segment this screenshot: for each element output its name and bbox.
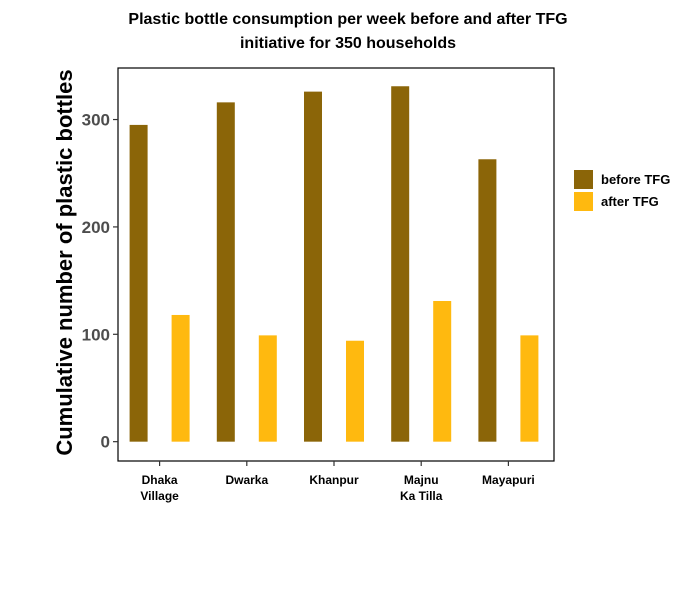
x-axis: Dhaka Village Dwarka Khanpur Majnu Ka Tilla Ma…	[140, 461, 535, 503]
bar-after	[258, 335, 277, 442]
y-axis: 0 100 200 300 Cumulative number of plastic b…	[52, 69, 118, 456]
y-tick-label: 100	[82, 325, 110, 344]
bar-before	[216, 102, 235, 442]
chart-title-line: initiative for 350 households	[240, 35, 456, 52]
bar-before	[129, 124, 148, 442]
legend-label: before TFG	[601, 172, 670, 187]
legend: before TFG after TFG	[574, 170, 670, 211]
chart-title-line: Plastic bottle consumption per week befo…	[128, 11, 567, 28]
bar-after	[171, 314, 190, 442]
bars-group	[129, 86, 539, 442]
bar-after	[346, 340, 364, 442]
bar-before	[478, 159, 497, 442]
legend-swatch	[574, 192, 593, 211]
bar-before	[304, 91, 322, 442]
x-tick-label: Khanpur	[309, 473, 359, 487]
bar-after	[520, 335, 539, 442]
legend-swatch	[574, 170, 593, 189]
x-tick-label: Dhaka Village	[140, 473, 179, 503]
y-tick-label: 200	[82, 218, 110, 237]
y-axis-label: Cumulative number of plastic bottles	[52, 69, 77, 455]
y-tick-label: 0	[101, 433, 110, 452]
chart-title: Plastic bottle consumption per week befo…	[128, 11, 567, 52]
x-tick-label: Dwarka	[225, 473, 268, 487]
bar-before	[391, 86, 410, 442]
legend-label: after TFG	[601, 194, 659, 209]
y-tick-label: 300	[82, 111, 110, 130]
x-tick-label: Majnu Ka Tilla	[400, 473, 443, 503]
x-tick-label: Mayapuri	[482, 473, 535, 487]
bar-after	[433, 301, 452, 442]
